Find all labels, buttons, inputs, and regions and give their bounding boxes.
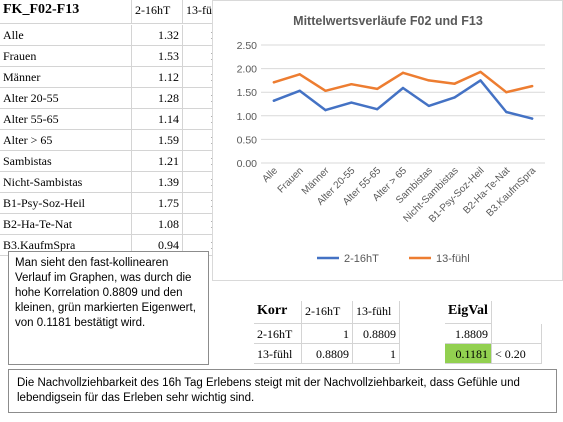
y-tick-label: 1.50 (237, 87, 258, 99)
row-label-cell[interactable]: Alter > 65 (0, 130, 132, 151)
value-cell-2-16ht[interactable]: 1.21 (132, 151, 183, 172)
y-tick-label: 2.50 (237, 40, 258, 52)
corr-header-13-fuehl[interactable]: 13-fühl (353, 301, 400, 324)
corr-header-2-16ht[interactable]: 2-16hT (302, 301, 353, 324)
row-label-cell[interactable]: Männer (0, 67, 132, 88)
corr-row-label[interactable]: 2-16hT (254, 324, 302, 344)
corr-value-cell[interactable]: 1 (302, 324, 353, 344)
value-cell-2-16ht[interactable]: 1.53 (132, 46, 183, 67)
data-point (272, 99, 276, 102)
chart-title: Mittelwertsverläufe F02 und F13 (293, 14, 483, 28)
table-title-cell[interactable]: FK_F02-F13 (0, 0, 132, 24)
data-point (479, 79, 482, 82)
corr-value-cell[interactable]: 0.8809 (302, 344, 353, 364)
data-point (453, 96, 456, 99)
data-point (453, 82, 456, 85)
corr-value-cell[interactable]: 1 (353, 344, 400, 364)
data-point (324, 89, 327, 92)
data-point (298, 73, 301, 76)
corr-title-cell[interactable]: Korr (254, 301, 302, 324)
eigval-note-cell[interactable] (492, 324, 542, 344)
value-cell-2-16ht[interactable]: 1.32 (132, 25, 183, 46)
value-cell-2-16ht[interactable]: 1.59 (132, 130, 183, 151)
row-label-cell[interactable]: Alter 55-65 (0, 109, 132, 130)
row-label-cell[interactable]: B1-Psy-Soz-Heil (0, 193, 132, 214)
data-point (401, 86, 405, 90)
value-cell-2-16ht[interactable]: 1.28 (132, 88, 183, 109)
legend-label: 13-fühl (436, 253, 470, 265)
corr-row-label[interactable]: 13-fühl (254, 344, 302, 364)
data-point (401, 71, 405, 75)
eigval-cell[interactable]: 1.8809 (445, 324, 492, 344)
data-point (350, 82, 353, 86)
data-point (272, 81, 276, 84)
series-line-2-16hT (272, 79, 534, 120)
value-cell-2-16ht[interactable]: 1.39 (132, 172, 183, 193)
row-label-cell[interactable]: Alle (0, 25, 132, 46)
column-header-2-16ht[interactable]: 2-16hT (132, 0, 183, 24)
row-label-cell[interactable]: Nicht-Sambistas (0, 172, 132, 193)
conclusion-text: Die Nachvollziehbarkeit des 16h Tag Erle… (17, 377, 520, 404)
data-point (298, 89, 301, 92)
row-label-cell[interactable]: Sambistas (0, 151, 132, 172)
y-tick-label: 1.00 (237, 111, 258, 123)
corr-value-cell[interactable]: 0.8809 (353, 324, 400, 344)
data-point (505, 91, 508, 94)
data-point (530, 84, 534, 88)
eigval-highlighted-cell[interactable]: 0.1181 (445, 344, 492, 364)
y-tick-label: 2.00 (237, 64, 258, 76)
legend-label: 2-16hT (344, 253, 379, 265)
value-cell-2-16ht[interactable]: 1.08 (132, 214, 183, 235)
explanation-text: Man sieht den fast-kollinearen Verlauf i… (15, 257, 196, 329)
y-tick-label: 0.50 (237, 134, 258, 146)
value-cell-2-16ht[interactable]: 1.12 (132, 67, 183, 88)
data-point (427, 104, 431, 108)
chart-canvas: Mittelwertsverläufe F02 und F13 0.00 0.50 1… (237, 14, 545, 265)
data-point (505, 110, 508, 114)
conclusion-textbox[interactable]: Die Nachvollziehbarkeit des 16h Tag Erle… (8, 369, 557, 413)
data-point (324, 108, 327, 112)
x-tick-label: Alle (260, 165, 280, 185)
data-point (427, 79, 431, 82)
value-cell-2-16ht[interactable]: 1.14 (132, 109, 183, 130)
y-tick-label: 0.00 (237, 158, 258, 170)
data-point (479, 70, 482, 74)
value-cell-2-16ht[interactable]: 1.75 (132, 193, 183, 214)
eigval-header-cell[interactable]: EigVal (445, 301, 492, 324)
eigval-note-cell[interactable]: < 0.20 (492, 344, 542, 364)
explanation-textbox[interactable]: Man sieht den fast-kollinearen Verlauf i… (8, 251, 209, 365)
data-point (375, 107, 379, 111)
row-label-cell[interactable]: B2-Ha-Te-Nat (0, 214, 132, 235)
data-point (350, 101, 353, 104)
row-label-cell[interactable]: Frauen (0, 46, 132, 67)
row-label-cell[interactable]: Alter 20-55 (0, 88, 132, 109)
line-chart[interactable]: Mittelwertsverläufe F02 und F13 0.00 0.50 1… (212, 0, 563, 281)
data-point (530, 117, 534, 120)
data-point (375, 87, 379, 91)
